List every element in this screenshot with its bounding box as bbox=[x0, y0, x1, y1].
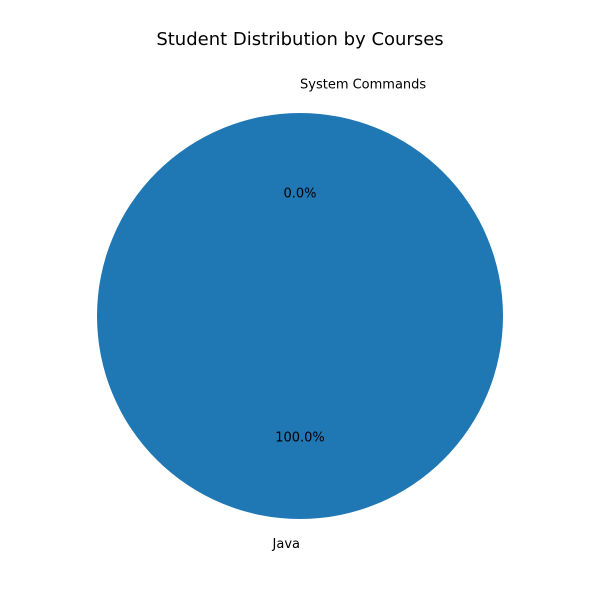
chart-title: Student Distribution by Courses bbox=[156, 29, 443, 50]
percent-label-java: 100.0% bbox=[275, 430, 325, 445]
slice-label-system-commands: System Commands bbox=[300, 78, 426, 93]
pie-labels: System Commands 0.0% Java 100.0% bbox=[272, 78, 427, 552]
percent-label-system-commands: 0.0% bbox=[283, 187, 316, 202]
pie-slice-java bbox=[97, 113, 503, 519]
pie-slices bbox=[97, 113, 503, 519]
slice-label-java: Java bbox=[272, 537, 300, 552]
